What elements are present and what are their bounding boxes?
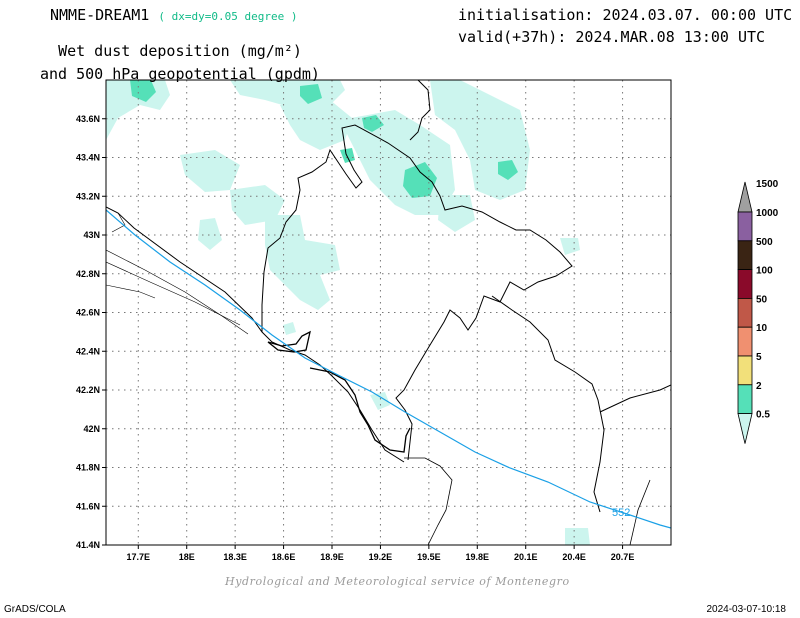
field-title-line1: Wet dust deposition (mg/m²) [58, 42, 302, 60]
lat-tick-label: 42.4N [76, 346, 100, 356]
dust-deposition-layer [106, 80, 590, 545]
valid-time: valid(+37h): 2024.MAR.08 13:00 UTC [458, 28, 766, 46]
colorbar-label: 100 [756, 266, 773, 277]
lon-tick-label: 18.3E [223, 552, 247, 562]
colorbar-segment [737, 355, 753, 386]
colorbar-segment [737, 211, 753, 242]
colorbar: 0.5 2 5 10 50 100 500 1000 1500 [737, 179, 779, 444]
lat-tick-label: 41.4N [76, 540, 100, 550]
colorbar-label: 0.5 [756, 410, 770, 421]
lon-tick-label: 20.4E [562, 552, 586, 562]
colorbar-label: 1000 [756, 208, 779, 219]
field-title: Wet dust deposition (mg/m²) and 500 hPa … [40, 40, 320, 86]
lon-tick-label: 20.1E [514, 552, 538, 562]
colorbar-label: 10 [756, 323, 768, 334]
contour-label: 552 [612, 507, 630, 519]
lat-tick-label: 43.6N [76, 114, 100, 124]
lon-tick-label: 19.8E [466, 552, 490, 562]
colorbar-label: 5 [756, 352, 762, 363]
colorbar-label: 50 [756, 294, 768, 305]
lat-tick-label: 43.4N [76, 153, 100, 163]
colorbar-label: 500 [756, 237, 773, 248]
model-name: NMME-DREAM1 [50, 6, 150, 24]
coastlines-and-borders [106, 80, 671, 545]
credit-text: Hydrological and Meteorological service … [225, 575, 570, 588]
lat-tick-label: 43.2N [76, 191, 100, 201]
model-title: NMME-DREAM1 ( dx=dy=0.05 degree ) [50, 6, 297, 24]
field-title-line2: and 500 hPa geopotential (gpdm) [40, 65, 320, 83]
lat-tick-label: 41.6N [76, 501, 100, 511]
lon-tick-label: 17.7E [127, 552, 151, 562]
lat-tick-label: 41.8N [76, 463, 100, 473]
initialisation-time: initialisation: 2024.03.07. 00:00 UTC [458, 6, 793, 24]
colorbar-bottom-arrow [737, 413, 753, 444]
model-resolution: ( dx=dy=0.05 degree ) [158, 10, 298, 23]
colorbar-segment [737, 297, 753, 328]
generation-timestamp: 2024-03-07-10:18 [706, 604, 786, 615]
latitude-axis: 41.4N 41.6N 41.8N 42N 42.2N 42.4N 42.6N 42.8N 43… [76, 114, 106, 550]
colorbar-label: 1500 [756, 179, 779, 190]
lat-tick-label: 42.8N [76, 269, 100, 279]
colorbar-label: 2 [756, 381, 762, 392]
colorbar-segment [737, 269, 753, 299]
lon-tick-label: 18E [179, 552, 195, 562]
lon-tick-label: 20.7E [611, 552, 635, 562]
lat-tick-label: 42N [83, 424, 100, 434]
lat-tick-label: 42.6N [76, 308, 100, 318]
colorbar-segment [737, 240, 753, 271]
software-label: GrADS/COLA [4, 604, 66, 615]
geopotential-contour-552 [106, 209, 671, 529]
lat-tick-label: 43N [83, 230, 100, 240]
lon-tick-label: 18.6E [272, 552, 296, 562]
lon-tick-label: 19.5E [417, 552, 441, 562]
lat-tick-label: 42.2N [76, 385, 100, 395]
longitude-axis: 17.7E 18E 18.3E 18.6E 18.9E 19.2E 19.5E 19.8E 20… [127, 545, 635, 562]
graticule-grid [106, 80, 671, 545]
colorbar-top-arrow [737, 181, 753, 213]
colorbar-segment [737, 326, 753, 357]
lon-tick-label: 18.9E [320, 552, 344, 562]
lon-tick-label: 19.2E [369, 552, 393, 562]
colorbar-segment [737, 384, 753, 414]
